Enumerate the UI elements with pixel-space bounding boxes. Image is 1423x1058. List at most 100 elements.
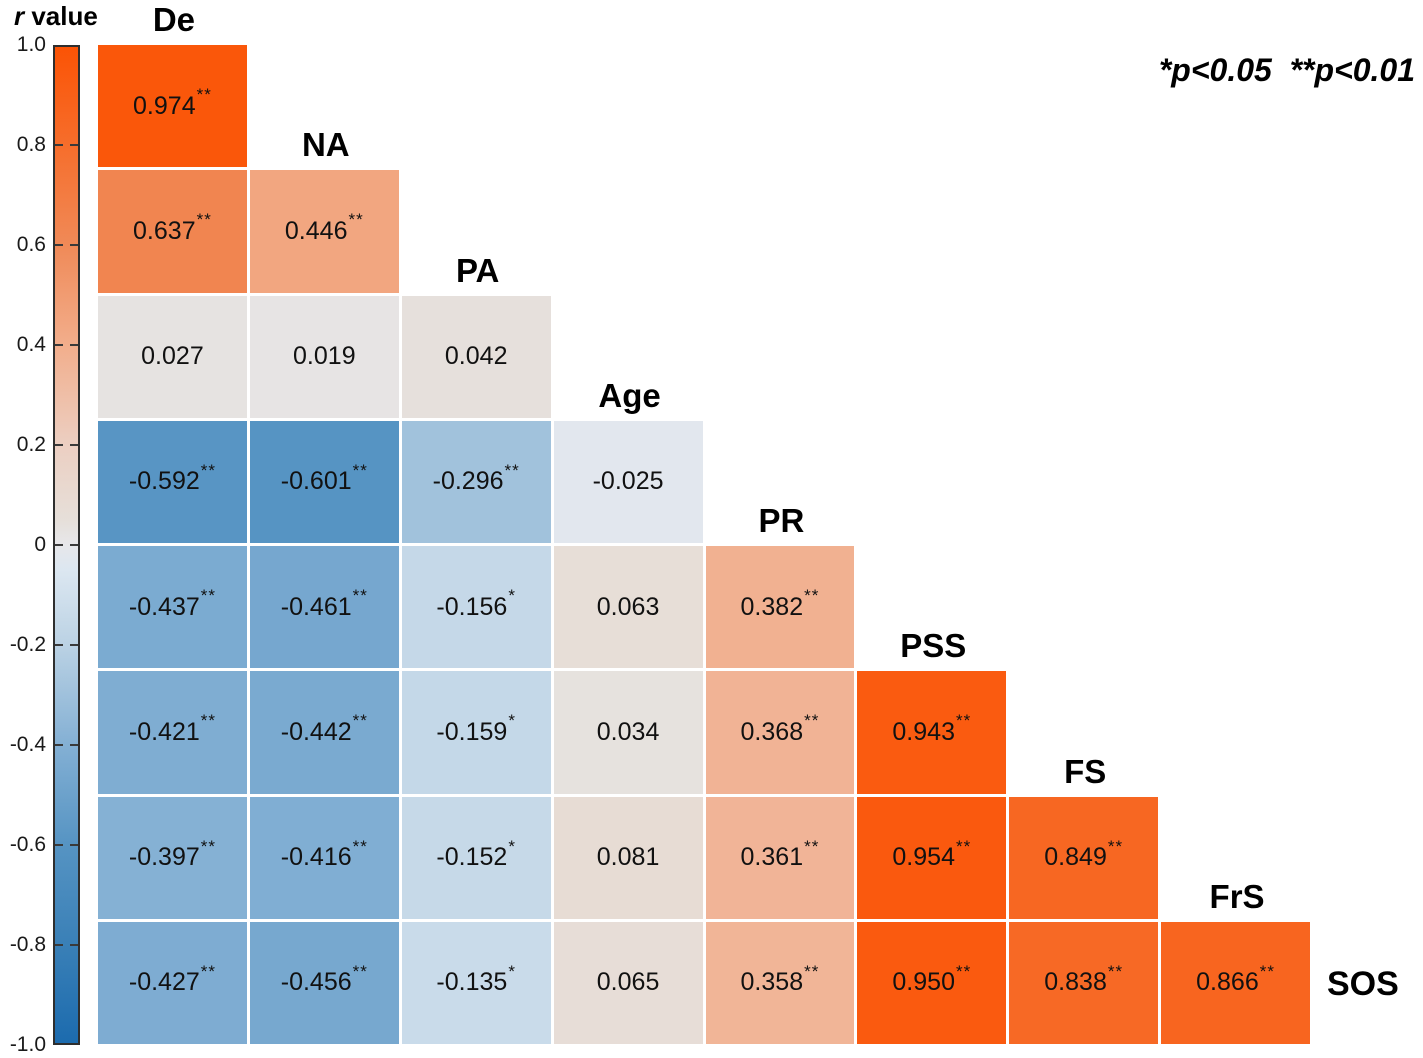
cell-value: -0.135 bbox=[436, 968, 508, 997]
heatmap-cell: -0.461 ** bbox=[249, 546, 399, 669]
colorbar-tick-mark bbox=[70, 244, 78, 246]
colorbar-tick-mark bbox=[55, 244, 63, 246]
variable-label-de: De bbox=[152, 1, 196, 38]
colorbar-tick-mark bbox=[70, 144, 78, 146]
heatmap-cell: 0.866 ** bbox=[1161, 921, 1310, 1044]
cell-value: -0.421 bbox=[128, 717, 200, 746]
cell-significance-stars: * bbox=[508, 586, 516, 606]
heatmap-cell: 0.019 bbox=[249, 295, 399, 418]
cell-significance-stars: ** bbox=[1107, 836, 1124, 856]
cell-significance-stars: ** bbox=[955, 961, 972, 981]
cell-significance-stars: * bbox=[508, 961, 516, 981]
colorbar-tick-mark bbox=[70, 344, 78, 346]
heatmap-cell: 0.034 bbox=[553, 671, 703, 794]
cell-value: 0.943 bbox=[892, 717, 955, 746]
cell-value: -0.456 bbox=[280, 968, 352, 997]
heatmap-cell: 0.446 ** bbox=[249, 170, 399, 293]
colorbar-tick-label: 0 bbox=[34, 533, 46, 556]
variable-label-age: Age bbox=[598, 376, 661, 414]
colorbar-tick-mark bbox=[70, 444, 78, 446]
cell-significance-stars: ** bbox=[200, 586, 216, 606]
cell-significance-stars: ** bbox=[196, 210, 212, 230]
heatmap-cell: 0.368 ** bbox=[705, 671, 855, 794]
colorbar-tick-mark bbox=[55, 344, 63, 346]
cell-value: -0.296 bbox=[432, 467, 504, 496]
cell-significance-stars: ** bbox=[804, 836, 820, 856]
heatmap-cell: 0.361 ** bbox=[705, 796, 855, 919]
cell-value: 0.063 bbox=[596, 592, 660, 621]
variable-label-pss: PSS bbox=[900, 627, 967, 665]
heatmap-cell: -0.416 ** bbox=[249, 796, 399, 919]
cell-value: -0.437 bbox=[128, 592, 200, 621]
cell-significance-stars: ** bbox=[348, 210, 364, 230]
cell-value: 0.446 bbox=[284, 216, 348, 245]
cell-value: -0.159 bbox=[436, 717, 508, 746]
colorbar-title-r: r bbox=[14, 1, 25, 31]
cell-significance-stars: * bbox=[508, 836, 516, 856]
cell-significance-stars: ** bbox=[1259, 961, 1275, 981]
colorbar-tick-label: -0.2 bbox=[9, 633, 46, 656]
cell-value: 0.042 bbox=[444, 342, 508, 371]
cell-value: 0.849 bbox=[1044, 843, 1107, 872]
heatmap-cell: 0.838 ** bbox=[1009, 921, 1159, 1044]
heatmap-cell: -0.437 ** bbox=[98, 546, 247, 669]
colorbar-tick-label: -0.8 bbox=[9, 933, 46, 956]
cell-significance-stars: * bbox=[508, 711, 516, 731]
heatmap-cell: -0.421 ** bbox=[98, 671, 247, 794]
cell-value: 0.019 bbox=[293, 342, 356, 371]
cell-significance-stars: ** bbox=[196, 85, 212, 105]
cell-significance-stars: ** bbox=[352, 586, 368, 606]
cell-significance-stars: ** bbox=[200, 961, 216, 981]
colorbar-tick-label: -0.4 bbox=[9, 733, 46, 756]
cell-value: 0.081 bbox=[596, 843, 660, 872]
cell-value: -0.025 bbox=[592, 467, 664, 496]
cell-significance-stars: ** bbox=[955, 836, 972, 856]
cell-value: 0.974 bbox=[133, 91, 196, 120]
cell-value: 0.637 bbox=[133, 216, 196, 245]
heatmap-cell: -0.025 bbox=[553, 420, 703, 543]
heatmap-cell: 0.950 ** bbox=[857, 921, 1007, 1044]
cell-value: -0.442 bbox=[280, 717, 352, 746]
colorbar-tick-mark bbox=[55, 444, 63, 446]
heatmap-cell: -0.156 * bbox=[401, 546, 551, 669]
variable-label-pa: PA bbox=[455, 251, 500, 289]
cell-value: 0.954 bbox=[892, 843, 955, 872]
colorbar-tick-mark bbox=[70, 644, 78, 646]
cell-significance-stars: ** bbox=[1107, 961, 1124, 981]
cell-value: 0.382 bbox=[740, 592, 804, 621]
colorbar-tick-mark bbox=[70, 944, 78, 946]
cell-value: 0.034 bbox=[596, 717, 660, 746]
heatmap-cell: 0.637 ** bbox=[98, 170, 247, 293]
cell-value: 0.838 bbox=[1044, 968, 1107, 997]
variable-label-fs: FS bbox=[1064, 752, 1107, 790]
heatmap-cell: 0.081 bbox=[553, 796, 703, 919]
colorbar-tick-label: 0.6 bbox=[16, 233, 46, 256]
heatmap-cell: 0.382 ** bbox=[705, 546, 855, 669]
heatmap-cell: -0.296 ** bbox=[401, 420, 551, 543]
heatmap-cell: -0.456 ** bbox=[249, 921, 399, 1044]
cell-value: 0.027 bbox=[141, 342, 204, 371]
cell-significance-stars: ** bbox=[804, 961, 820, 981]
heatmap-cell: 0.065 bbox=[553, 921, 703, 1044]
heatmap-cell: -0.397 ** bbox=[98, 796, 247, 919]
cell-value: 0.368 bbox=[740, 717, 804, 746]
colorbar-tick-mark bbox=[55, 844, 63, 846]
cell-value: -0.156 bbox=[436, 592, 508, 621]
cell-value: 0.866 bbox=[1196, 968, 1259, 997]
colorbar-tick-label: 1.0 bbox=[16, 33, 46, 56]
colorbar-tick-mark bbox=[55, 544, 63, 546]
cell-significance-stars: ** bbox=[352, 836, 368, 856]
heatmap-cell: -0.159 * bbox=[401, 671, 551, 794]
heatmap-cell: -0.601 ** bbox=[249, 420, 399, 543]
variable-label-sos: SOS bbox=[1327, 965, 1399, 1004]
cell-value: 0.065 bbox=[596, 968, 660, 997]
heatmap-cell: -0.427 ** bbox=[98, 921, 247, 1044]
colorbar-tick-label: -0.6 bbox=[9, 833, 46, 856]
cell-significance-stars: ** bbox=[200, 836, 216, 856]
heatmap-cell: 0.358 ** bbox=[705, 921, 855, 1044]
cell-significance-stars: ** bbox=[804, 711, 820, 731]
cell-value: -0.461 bbox=[280, 592, 352, 621]
cell-significance-stars: ** bbox=[504, 460, 520, 480]
cell-significance-stars: ** bbox=[200, 460, 216, 480]
colorbar-tick-mark bbox=[70, 844, 78, 846]
